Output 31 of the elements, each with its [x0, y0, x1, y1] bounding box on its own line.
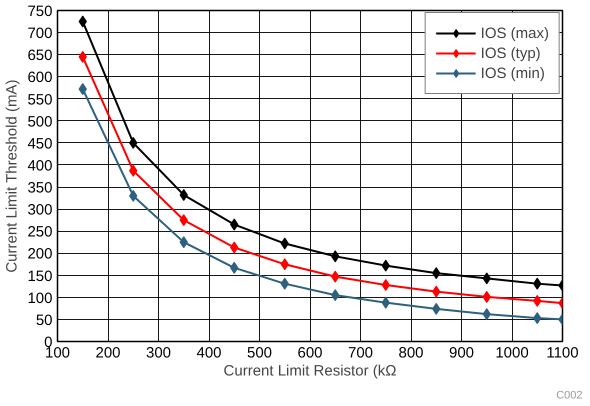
x-tick-label: 500	[246, 344, 272, 362]
y-tick-label: 300	[27, 202, 53, 219]
y-tick-label: 600	[27, 69, 53, 86]
x-tick-label: 300	[146, 344, 172, 362]
y-tick-label: 100	[27, 290, 53, 307]
y-tick-label: 700	[27, 25, 53, 42]
x-tick-label: 600	[297, 344, 323, 362]
x-tick-label: 1000	[495, 344, 529, 362]
y-tick-label: 150	[27, 268, 53, 285]
y-axis-title: Current Limit Threshold (mA)	[3, 80, 20, 273]
y-tick-label: 400	[27, 157, 53, 174]
legend-label: IOS (min)	[480, 64, 545, 82]
y-tick-label: 750	[27, 3, 53, 20]
x-tick-label: 900	[448, 344, 474, 362]
legend-label: IOS (max)	[480, 24, 549, 42]
x-axis-title: Current Limit Resistor (kΩ	[224, 362, 396, 380]
x-tick-label: 700	[348, 344, 374, 362]
x-tick-label: 800	[398, 344, 424, 362]
x-tick-label: 1100	[546, 344, 579, 362]
text: C002	[556, 390, 582, 402]
y-tick-label: 500	[27, 113, 53, 130]
y-tick-label: 550	[27, 91, 53, 108]
y-tick-label: 650	[27, 47, 53, 64]
y-tick-label: 350	[27, 180, 53, 197]
x-tick-label: 200	[95, 344, 121, 362]
y-tick-label: 200	[27, 246, 53, 263]
legend-label: IOS (typ)	[480, 44, 541, 62]
x-tick-label: 400	[196, 344, 222, 362]
y-tick-label: 250	[27, 224, 53, 241]
y-tick-label: 450	[27, 135, 53, 152]
y-tick-label: 50	[36, 312, 53, 329]
